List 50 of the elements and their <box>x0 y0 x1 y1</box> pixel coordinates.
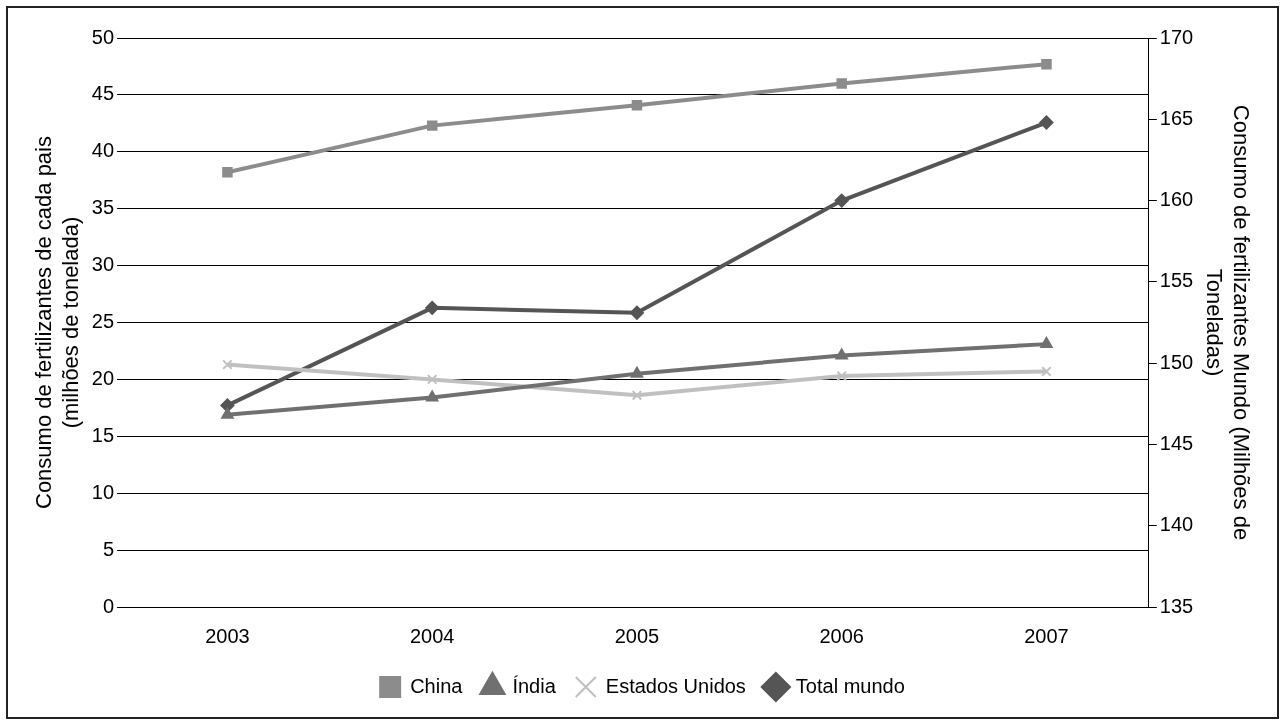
y2-tick-label: 140 <box>1159 513 1194 536</box>
y-axis-title: Consumo de fertilizantes de cada pais (milhões de tonelada) <box>31 136 83 509</box>
y-tick-label: 15 <box>91 423 115 446</box>
x-tick-label: 2003 <box>205 624 250 647</box>
legend-label: Total mundo <box>795 674 905 697</box>
point <box>221 407 234 419</box>
legend-label: Índia <box>512 674 557 697</box>
point <box>834 193 849 208</box>
point <box>222 167 233 178</box>
point <box>631 99 643 111</box>
point <box>631 390 643 401</box>
y-tick-label: 20 <box>91 366 115 389</box>
y-tick-label: 45 <box>91 82 115 105</box>
point <box>220 398 235 413</box>
y2-tick-label: 145 <box>1159 431 1194 454</box>
y2-tick-label: 165 <box>1159 106 1194 129</box>
y-tick-label: 35 <box>91 196 115 219</box>
point <box>836 370 847 382</box>
y-tick-label: 5 <box>102 537 115 560</box>
y-tick-label: 50 <box>91 25 115 48</box>
legend-label: China <box>410 674 464 697</box>
y-tick-label: 10 <box>91 480 115 503</box>
point <box>1040 337 1053 349</box>
point <box>1039 115 1054 130</box>
point <box>426 374 438 385</box>
y-tick-label: 25 <box>91 310 115 333</box>
x-tick-label: 2004 <box>409 624 455 647</box>
y2-tick-label: 150 <box>1159 350 1194 373</box>
y-tick-label: 0 <box>102 594 115 617</box>
y2-tick-label: 170 <box>1159 25 1194 48</box>
point <box>836 78 847 89</box>
x-tick-label: 2006 <box>819 624 864 647</box>
point <box>1041 58 1052 70</box>
y-tick-label: 40 <box>91 139 115 162</box>
point <box>630 366 644 378</box>
x-tick-label: 2007 <box>1024 624 1069 647</box>
y2-tick-label: 160 <box>1159 188 1194 211</box>
point <box>222 359 233 370</box>
y2-tick-label: 155 <box>1159 269 1194 292</box>
x-tick-label: 2005 <box>614 624 660 647</box>
point <box>425 390 439 402</box>
y2-axis-title: Consumo de fertilizantes Mundo (Milhões de Toneladas) <box>1202 104 1254 541</box>
y-tick-label: 30 <box>91 253 115 276</box>
point <box>1041 366 1052 377</box>
point <box>426 120 438 131</box>
legend-label: Estados Unidos <box>605 674 746 697</box>
point <box>835 348 848 360</box>
y2-tick-label: 135 <box>1159 594 1194 617</box>
point <box>629 305 644 320</box>
point <box>425 300 440 315</box>
